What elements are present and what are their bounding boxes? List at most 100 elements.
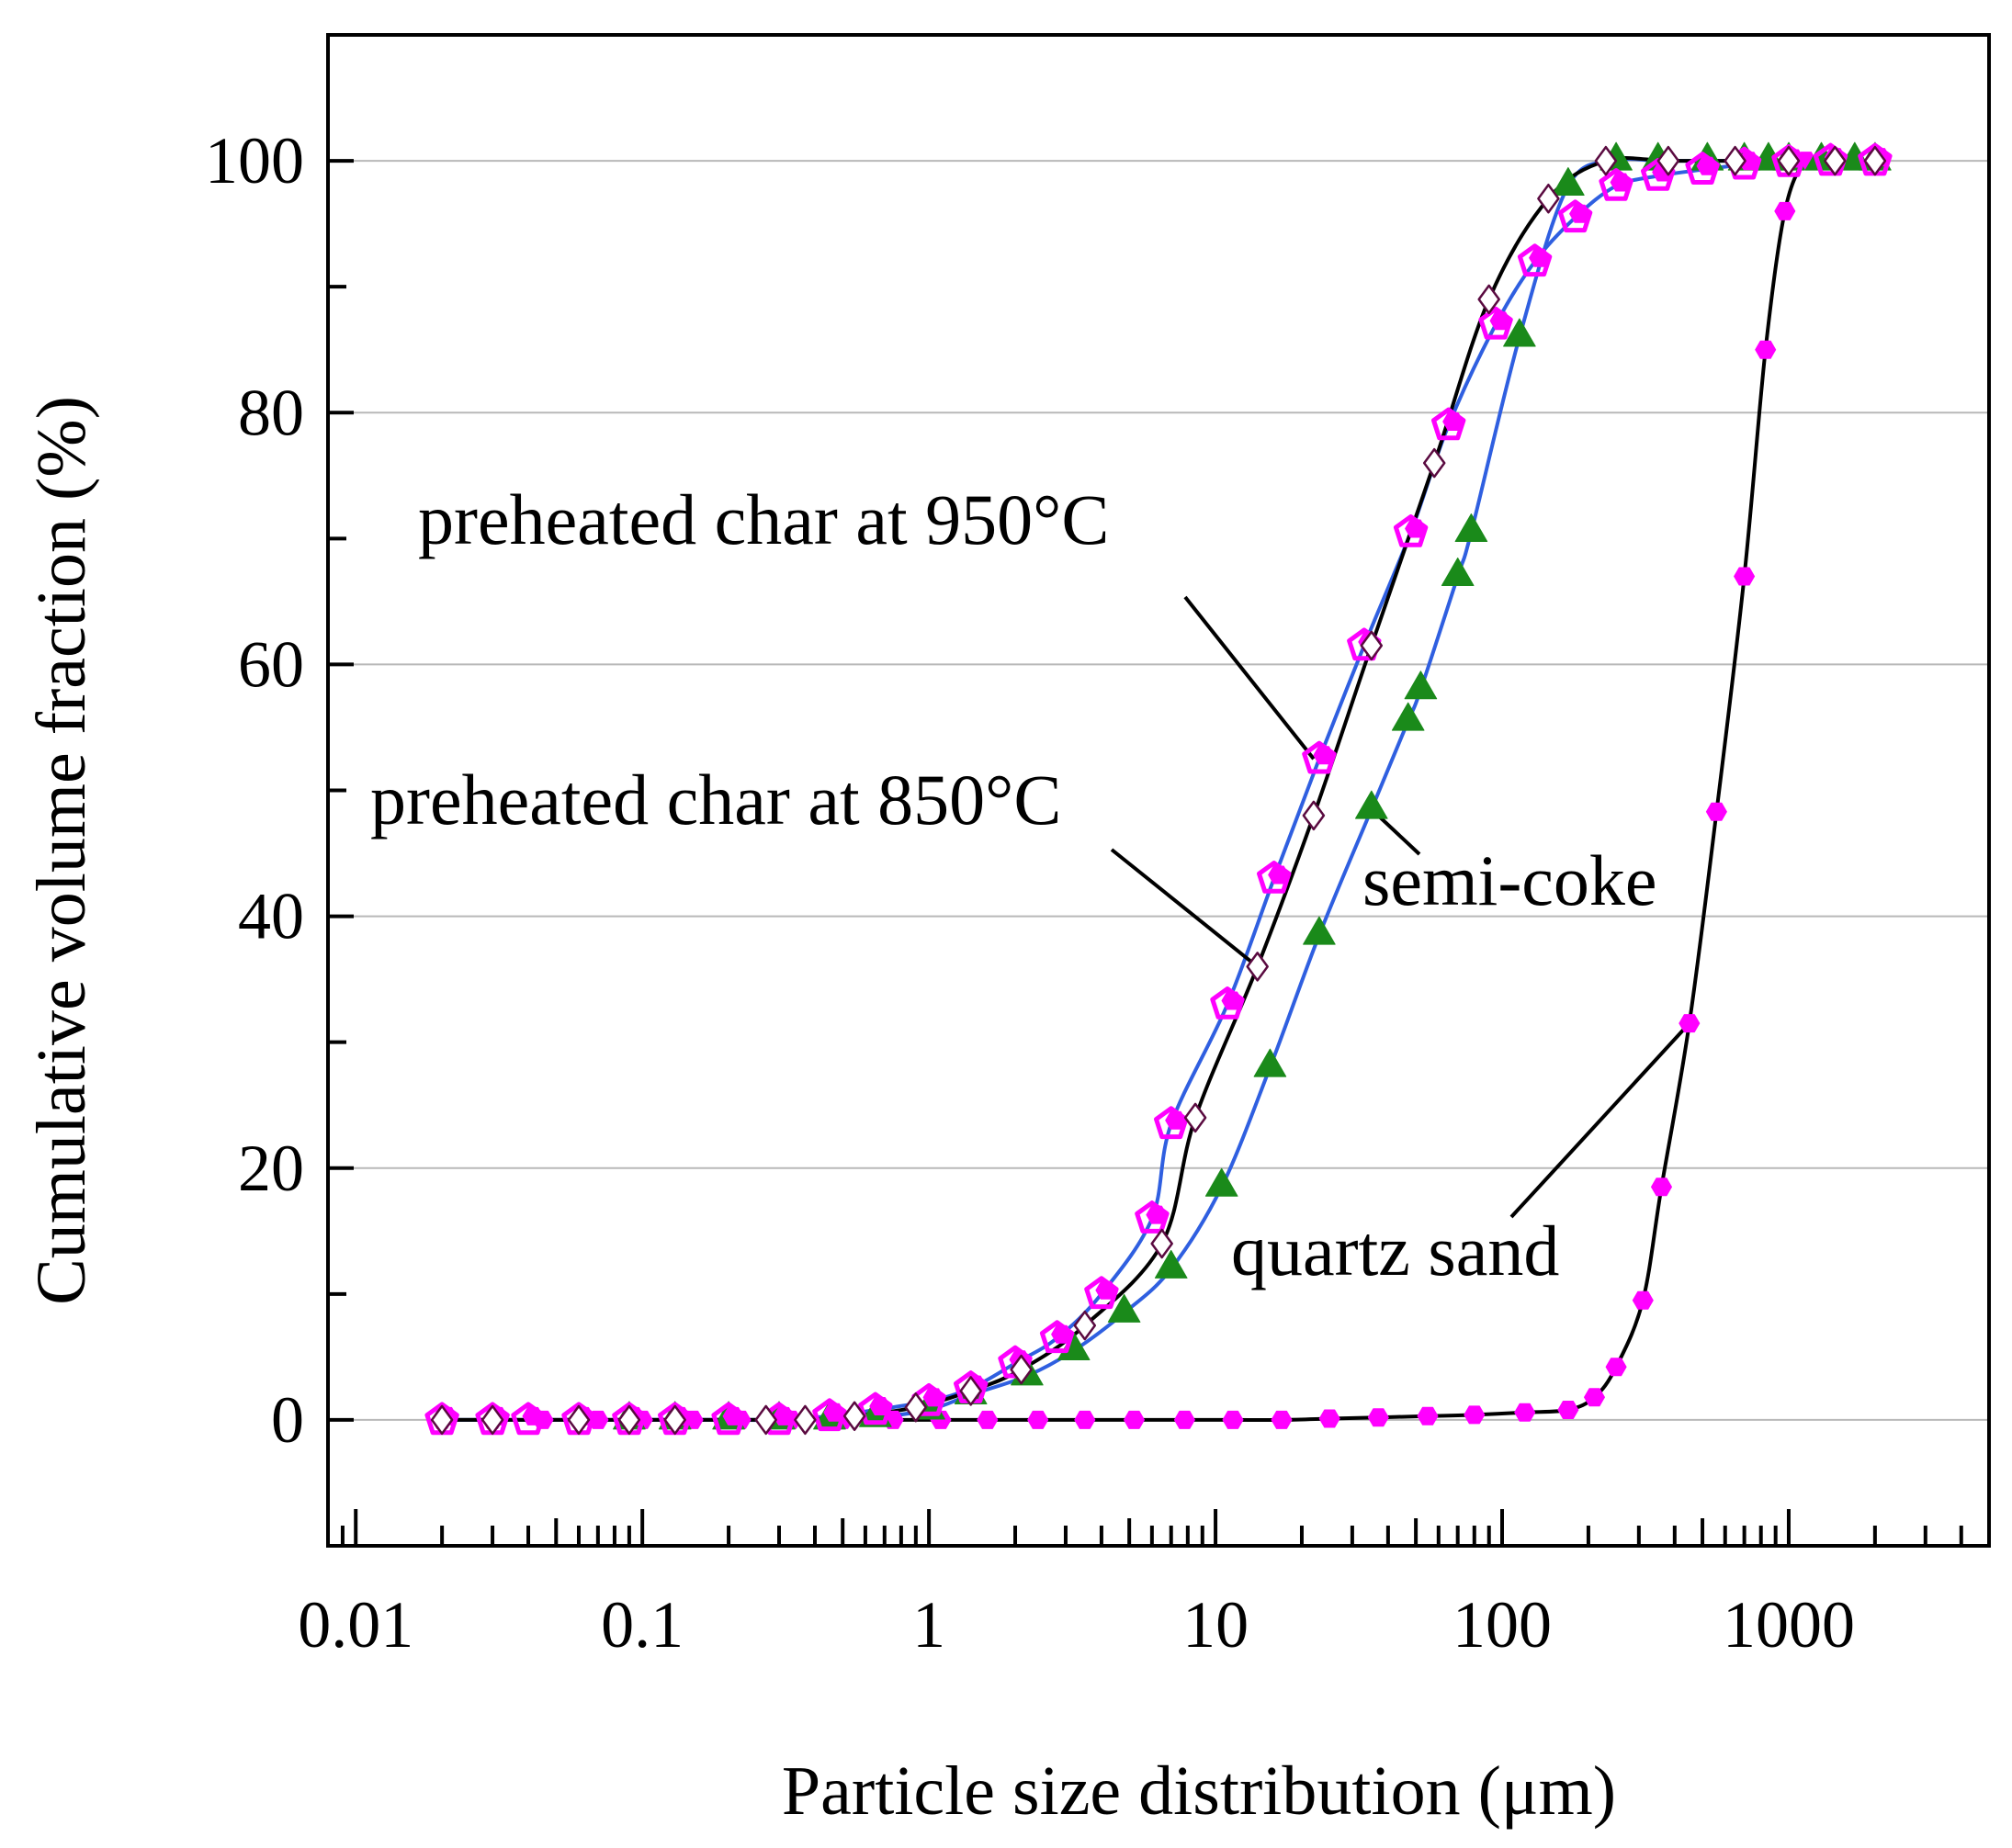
- series-markers: [424, 141, 1893, 1436]
- series-3-point: [1774, 201, 1796, 220]
- series-2-point: [1441, 558, 1475, 586]
- series-3-point: [1584, 1388, 1605, 1407]
- series-0-point: [1393, 514, 1429, 547]
- annotation-950: preheated char at 950°C: [418, 479, 1109, 559]
- y-tick-label: 40: [238, 880, 304, 953]
- series-0-point: [1256, 861, 1292, 894]
- series-3-point: [1734, 567, 1756, 586]
- series-2-point: [1391, 702, 1425, 731]
- series-1-point: [480, 1404, 504, 1436]
- series-0-point: [1084, 1276, 1119, 1310]
- series-3-point: [1074, 1410, 1096, 1429]
- series-1-point: [1537, 183, 1560, 214]
- series-2-point: [1154, 1249, 1188, 1279]
- series-0-point: [1302, 740, 1337, 774]
- axis-ticks: [326, 159, 1991, 1546]
- annotation-leader-0: [1183, 595, 1316, 761]
- series-0-point: [1135, 1200, 1170, 1234]
- series-0-point: [1153, 1106, 1189, 1140]
- annotation-semi-coke: semi-coke: [1362, 840, 1657, 920]
- series-1-point: [1863, 145, 1887, 176]
- series-2-point: [1404, 670, 1438, 700]
- series-0-point: [1430, 407, 1466, 441]
- y-tick-label: 80: [238, 376, 304, 449]
- y-tick-label: 0: [271, 1383, 304, 1457]
- series-0-point: [711, 1402, 746, 1436]
- series-0-point: [1210, 986, 1245, 1020]
- series-0-point: [1478, 306, 1513, 340]
- series-1-point: [754, 1404, 777, 1436]
- y-axis-title: Cumulative volume fraction (%): [23, 396, 100, 1305]
- tick-labels: 0 20 40 60 80 100 0.01 0.1 1 10 100 1000: [205, 124, 1855, 1662]
- series-0-point: [1517, 243, 1553, 277]
- series-2-point: [1454, 513, 1488, 542]
- x-tick-label: 1: [912, 1588, 945, 1662]
- series-2-point: [1503, 318, 1536, 347]
- series-1-point: [904, 1392, 928, 1423]
- series-2-point: [1552, 167, 1585, 196]
- series-0-point: [858, 1392, 893, 1425]
- series-0-point: [511, 1402, 546, 1436]
- series-1-point: [1150, 1228, 1173, 1259]
- series-1-point: [794, 1404, 817, 1436]
- x-tick-label: 0.01: [298, 1588, 413, 1662]
- series-2-point: [1253, 1048, 1287, 1077]
- series-3-point: [1679, 1014, 1701, 1033]
- series-3-point: [1605, 1358, 1627, 1377]
- series-1-point: [1422, 447, 1446, 479]
- series-1-point: [567, 1404, 591, 1436]
- series-1-point: [959, 1376, 982, 1406]
- series-1-point: [1183, 1102, 1207, 1133]
- series-3-point: [1705, 802, 1727, 821]
- series-1-point: [1010, 1354, 1033, 1385]
- series-2-point: [1303, 916, 1336, 945]
- x-tick-label: 100: [1452, 1588, 1552, 1662]
- series-1-point: [1360, 630, 1384, 661]
- series-1-point: [1824, 145, 1847, 176]
- series-3-point: [1271, 1410, 1293, 1429]
- series-1-point: [1246, 952, 1269, 982]
- annotation-leader-3: [1509, 1021, 1691, 1219]
- x-tick-label: 0.1: [601, 1588, 684, 1662]
- series-1-point: [663, 1404, 686, 1436]
- x-axis-title: Particle size distribution (μm): [782, 1752, 1616, 1830]
- annotation-leader-1: [1110, 848, 1259, 968]
- series-0-point: [1685, 152, 1720, 185]
- series-3-point: [1222, 1410, 1244, 1429]
- series-2-point: [1204, 1167, 1238, 1197]
- series-3-point: [1124, 1410, 1145, 1429]
- grid-lines: [328, 160, 1989, 1421]
- x-tick-label: 10: [1182, 1588, 1249, 1662]
- series-1-point: [430, 1404, 454, 1436]
- series-3-point: [1557, 1401, 1579, 1419]
- series-2-point: [1355, 790, 1388, 819]
- series-0-point: [812, 1398, 847, 1432]
- series-0-point: [1039, 1320, 1075, 1354]
- series-1-point: [617, 1404, 641, 1436]
- series-1-point: [1594, 145, 1618, 176]
- series-1-point: [842, 1401, 866, 1432]
- y-tick-label: 100: [205, 124, 304, 197]
- series-3-point: [1173, 1410, 1195, 1429]
- series-3-point: [1318, 1409, 1340, 1428]
- series-1-point: [1073, 1310, 1097, 1341]
- series-1-point: [1656, 145, 1680, 176]
- y-tick-label: 60: [238, 627, 304, 701]
- series-0-point: [1557, 199, 1593, 233]
- annotation-850: preheated char at 850°C: [370, 760, 1061, 839]
- x-tick-label: 1000: [1723, 1588, 1855, 1662]
- series-3-point: [1651, 1178, 1672, 1197]
- series-3-point: [1755, 340, 1777, 359]
- series-3-point: [1464, 1405, 1486, 1425]
- y-tick-label: 20: [238, 1132, 304, 1205]
- series-3-point: [1514, 1403, 1536, 1422]
- series-0-point: [1813, 142, 1848, 176]
- series-3-point: [977, 1410, 999, 1429]
- series-1-point: [1302, 800, 1326, 831]
- series-1-point: [1724, 145, 1746, 176]
- series-0-point: [1599, 168, 1633, 201]
- series-3-point: [1417, 1406, 1439, 1425]
- series-1-point: [1777, 145, 1801, 176]
- series-3-point: [1367, 1408, 1389, 1427]
